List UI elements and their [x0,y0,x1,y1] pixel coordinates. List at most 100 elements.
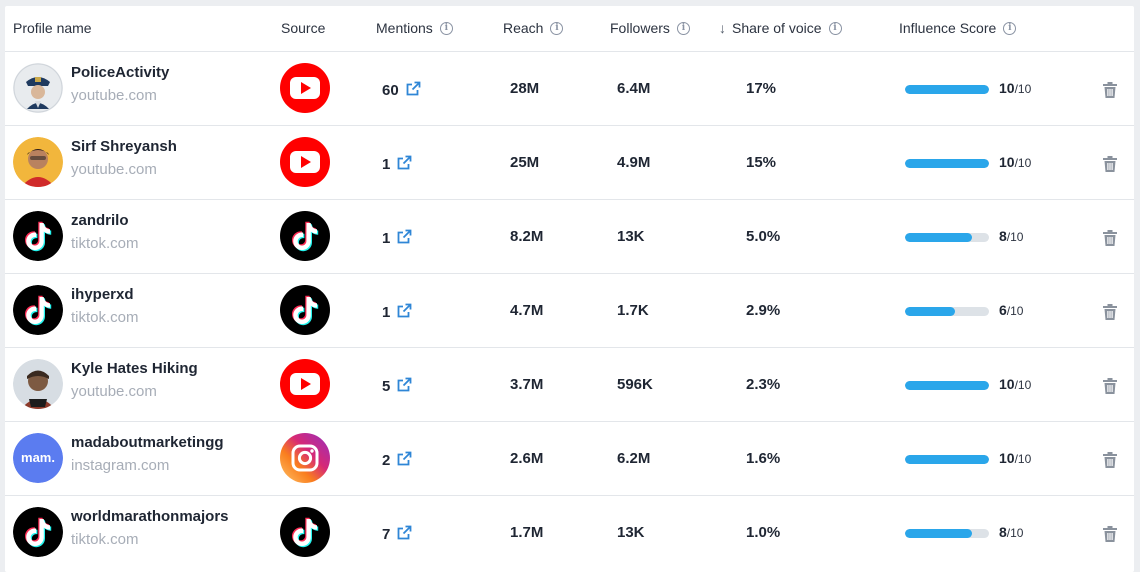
delete-trash-icon[interactable] [1102,525,1118,543]
mam-avatar[interactable]: mam. [13,433,63,483]
mentions-cell[interactable]: 1 [382,302,413,323]
hiker-avatar[interactable] [13,359,63,409]
person-avatar[interactable] [13,137,63,187]
profile-domain: instagram.com [71,457,170,474]
share-of-voice-value: 15% [746,154,777,171]
external-link-icon[interactable] [396,524,413,545]
influence-score-bar [905,85,989,94]
followers-value: 13K [617,228,645,245]
tiktok-avatar[interactable] [13,211,63,261]
profile-name[interactable]: Kyle Hates Hiking [71,360,198,377]
delete-trash-icon[interactable] [1102,377,1118,395]
info-icon[interactable]: i [550,21,564,35]
tiktok-avatar[interactable] [13,507,63,557]
table-row[interactable]: ihyperxd tiktok.com 1 4.7M 1.7K 2.9% 6/1… [5,274,1134,348]
mentions-count: 1 [382,156,391,173]
external-link-icon[interactable] [396,376,413,397]
sort-down-arrow-icon[interactable]: ↓ [719,20,726,36]
table-header: Profile name Source Mentions i Reach i Fol… [5,6,1134,52]
profile-domain: youtube.com [71,87,157,104]
mentions-cell[interactable]: 1 [382,154,413,175]
youtube-icon [280,137,330,187]
col-reach[interactable]: Reach i [503,20,564,36]
col-share-of-voice[interactable]: ↓ Share of voice i [719,20,842,36]
profile-domain: youtube.com [71,383,157,400]
col-profile-name[interactable]: Profile name [13,20,92,36]
instagram-icon [280,433,330,483]
delete-trash-icon[interactable] [1102,81,1118,99]
followers-value: 596K [617,376,653,393]
influence-score-value: 10/10 [999,450,1032,466]
table-row[interactable]: zandrilo tiktok.com 1 8.2M 13K 5.0% 8/10 [5,200,1134,274]
influence-score-bar [905,159,989,168]
influence-score-bar-fill [905,455,989,464]
info-icon[interactable]: i [439,21,453,35]
delete-trash-icon[interactable] [1102,303,1118,321]
info-icon[interactable]: i [1003,21,1017,35]
mentions-cell[interactable]: 5 [382,376,413,397]
influence-score-value: 10/10 [999,376,1032,392]
followers-value: 13K [617,524,645,541]
share-of-voice-value: 1.0% [746,524,781,541]
mentions-cell[interactable]: 2 [382,450,413,471]
followers-value: 6.2M [617,450,651,467]
delete-trash-icon[interactable] [1102,229,1118,247]
followers-value: 4.9M [617,154,651,171]
profile-domain: tiktok.com [71,309,139,326]
profile-name[interactable]: ihyperxd [71,286,134,303]
mentions-cell[interactable]: 1 [382,228,413,249]
mentions-count: 2 [382,452,391,469]
mentions-count: 7 [382,526,391,543]
mentions-count: 5 [382,378,391,395]
followers-value: 1.7K [617,302,649,319]
profiles-table: Profile name Source Mentions i Reach i Fol… [5,6,1134,572]
svg-text:mam.: mam. [21,450,55,465]
reach-value: 2.6M [510,450,544,467]
reach-value: 3.7M [510,376,544,393]
influence-score-bar [905,381,989,390]
external-link-icon[interactable] [405,80,422,101]
youtube-icon [280,359,330,409]
influence-score-value: 10/10 [999,154,1032,170]
influence-score-bar-fill [905,381,989,390]
profile-domain: youtube.com [71,161,157,178]
table-row[interactable]: mam. madaboutmarketingg instagram.com 2 … [5,422,1134,496]
influence-score-bar [905,455,989,464]
mentions-cell[interactable]: 7 [382,524,413,545]
col-followers[interactable]: Followers i [610,20,690,36]
influence-score-bar [905,529,989,538]
share-of-voice-value: 2.9% [746,302,781,319]
profile-name[interactable]: PoliceActivity [71,64,170,81]
profile-name[interactable]: worldmarathonmajors [71,508,229,525]
mentions-count: 1 [382,230,391,247]
col-source[interactable]: Source [281,20,326,36]
influence-score-value: 8/10 [999,524,1024,540]
table-row[interactable]: PoliceActivity youtube.com 60 28M 6.4M 1… [5,52,1134,126]
profile-name[interactable]: zandrilo [71,212,129,229]
table-row[interactable]: worldmarathonmajors tiktok.com 7 1.7M 13… [5,496,1134,570]
influence-score-bar-fill [905,159,989,168]
table-row[interactable]: Kyle Hates Hiking youtube.com 5 3.7M 596… [5,348,1134,422]
external-link-icon[interactable] [396,154,413,175]
influence-score-bar-fill [905,529,973,538]
profile-name[interactable]: madaboutmarketingg [71,434,224,451]
info-icon[interactable]: i [828,21,842,35]
col-influence-score[interactable]: Influence Score i [899,20,1017,36]
mentions-count: 1 [382,304,391,321]
table-row[interactable]: Sirf Shreyansh youtube.com 1 25M 4.9M 15… [5,126,1134,200]
tiktok-avatar[interactable] [13,285,63,335]
external-link-icon[interactable] [396,450,413,471]
info-icon[interactable]: i [676,21,690,35]
external-link-icon[interactable] [396,302,413,323]
profile-name[interactable]: Sirf Shreyansh [71,138,177,155]
followers-value: 6.4M [617,80,651,97]
external-link-icon[interactable] [396,228,413,249]
delete-trash-icon[interactable] [1102,155,1118,173]
tiktok-icon [280,507,330,557]
reach-value: 4.7M [510,302,544,319]
mentions-cell[interactable]: 60 [382,80,422,101]
delete-trash-icon[interactable] [1102,451,1118,469]
profile-domain: tiktok.com [71,531,139,548]
police-avatar[interactable] [13,63,63,113]
col-mentions[interactable]: Mentions i [376,20,453,36]
